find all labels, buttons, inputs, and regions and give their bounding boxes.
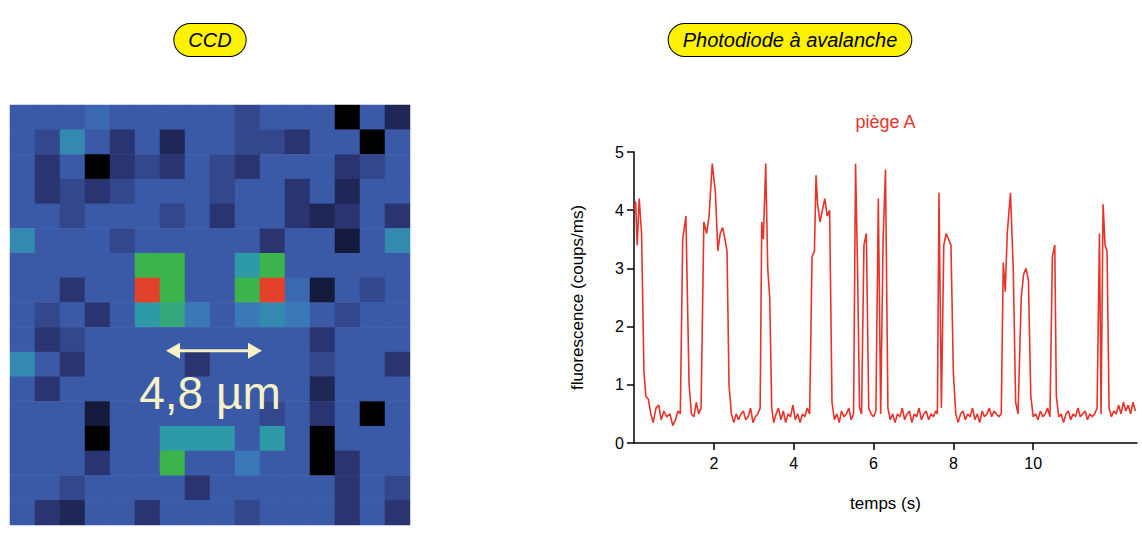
- svg-text:temps (s): temps (s): [850, 494, 921, 513]
- svg-text:5: 5: [615, 144, 624, 161]
- svg-text:fluorescence (coups/ms): fluorescence (coups/ms): [568, 205, 587, 390]
- svg-text:piège A: piège A: [855, 112, 915, 132]
- svg-text:4: 4: [789, 455, 798, 472]
- svg-text:6: 6: [869, 455, 878, 472]
- svg-text:3: 3: [615, 260, 624, 277]
- svg-text:4: 4: [615, 202, 624, 219]
- svg-text:4,8 µm: 4,8 µm: [139, 367, 281, 419]
- svg-text:1: 1: [615, 376, 624, 393]
- svg-text:10: 10: [1024, 455, 1042, 472]
- svg-text:CCD: CCD: [188, 29, 231, 51]
- svg-text:Photodiode à avalanche: Photodiode à avalanche: [683, 29, 898, 51]
- svg-text:8: 8: [949, 455, 958, 472]
- svg-text:2: 2: [615, 318, 624, 335]
- svg-text:2: 2: [709, 455, 718, 472]
- svg-text:0: 0: [615, 435, 624, 452]
